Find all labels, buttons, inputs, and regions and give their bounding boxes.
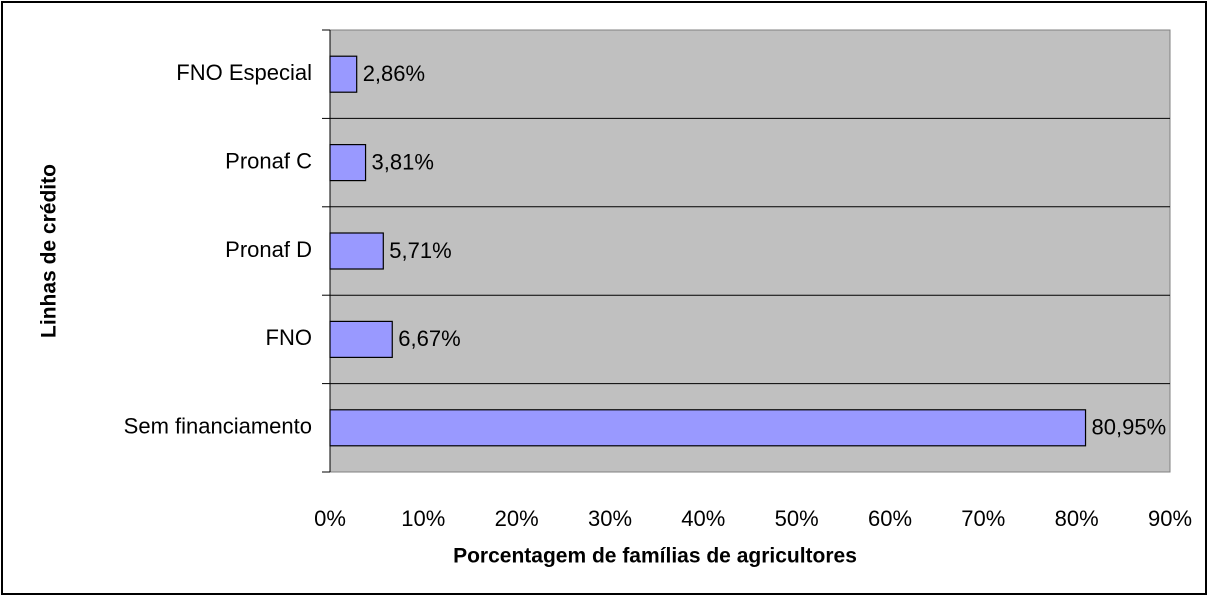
x-tick-label: 10% — [401, 506, 445, 531]
y-tick-label: FNO Especial — [176, 60, 312, 85]
x-tick-label: 80% — [1055, 506, 1099, 531]
x-tick-label: 90% — [1148, 506, 1192, 531]
data-label: 5,71% — [389, 238, 451, 263]
bar — [329, 320, 393, 358]
y-tick-label: Pronaf D — [225, 237, 312, 262]
data-label: 6,67% — [398, 326, 460, 351]
x-tick-label: 0% — [314, 506, 346, 531]
y-axis-title: Linhas de crédito — [38, 164, 61, 338]
bar — [329, 55, 358, 93]
data-label: 80,95% — [1092, 415, 1167, 440]
plot-area — [329, 29, 1171, 473]
x-tick-label: 30% — [588, 506, 632, 531]
bar — [329, 232, 384, 270]
bar — [329, 144, 367, 182]
y-tick-label: FNO — [266, 325, 312, 350]
x-tick-label: 70% — [961, 506, 1005, 531]
x-axis-title: Porcentagem de famílias de agricultores — [453, 545, 857, 568]
data-label: 3,81% — [372, 149, 434, 174]
x-tick-label: 50% — [775, 506, 819, 531]
x-tick-label: 60% — [868, 506, 912, 531]
y-tick-label: Pronaf C — [225, 148, 312, 173]
y-tick-label: Sem financiamento — [124, 414, 312, 439]
data-label: 2,86% — [363, 61, 425, 86]
x-tick-label: 40% — [681, 506, 725, 531]
bar — [329, 409, 1087, 447]
x-tick-label: 20% — [495, 506, 539, 531]
